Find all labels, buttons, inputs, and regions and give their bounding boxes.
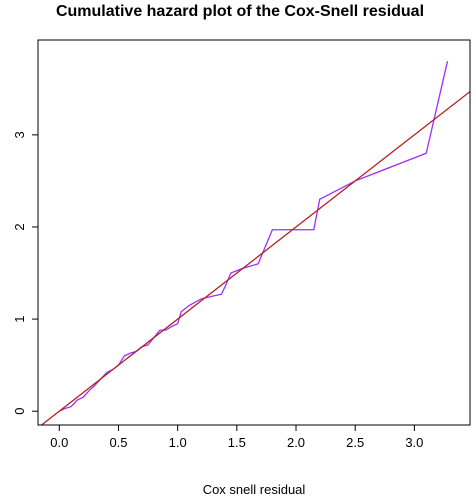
chart-title: Cumulative hazard plot of the Cox-Snell … <box>56 3 424 20</box>
y-tick-label: 0 <box>12 408 27 415</box>
x-tick-label: 1.0 <box>169 435 187 450</box>
data-line <box>59 61 449 412</box>
x-axis-label: Cox snell residual <box>203 482 306 497</box>
y-tick-label: 1 <box>12 315 27 322</box>
plot-frame <box>37 39 471 426</box>
x-tick-label: 1.5 <box>228 435 246 450</box>
data-line <box>40 91 470 425</box>
plot-area <box>40 61 470 425</box>
x-tick-label: 0.0 <box>50 435 68 450</box>
x-tick-label: 2.5 <box>346 435 364 450</box>
y-tick-label: 3 <box>12 131 27 138</box>
x-tick-label: 3.0 <box>405 435 423 450</box>
y-tick-label: 2 <box>12 223 27 230</box>
x-tick-label: 0.5 <box>109 435 127 450</box>
x-tick-label: 2.0 <box>287 435 305 450</box>
